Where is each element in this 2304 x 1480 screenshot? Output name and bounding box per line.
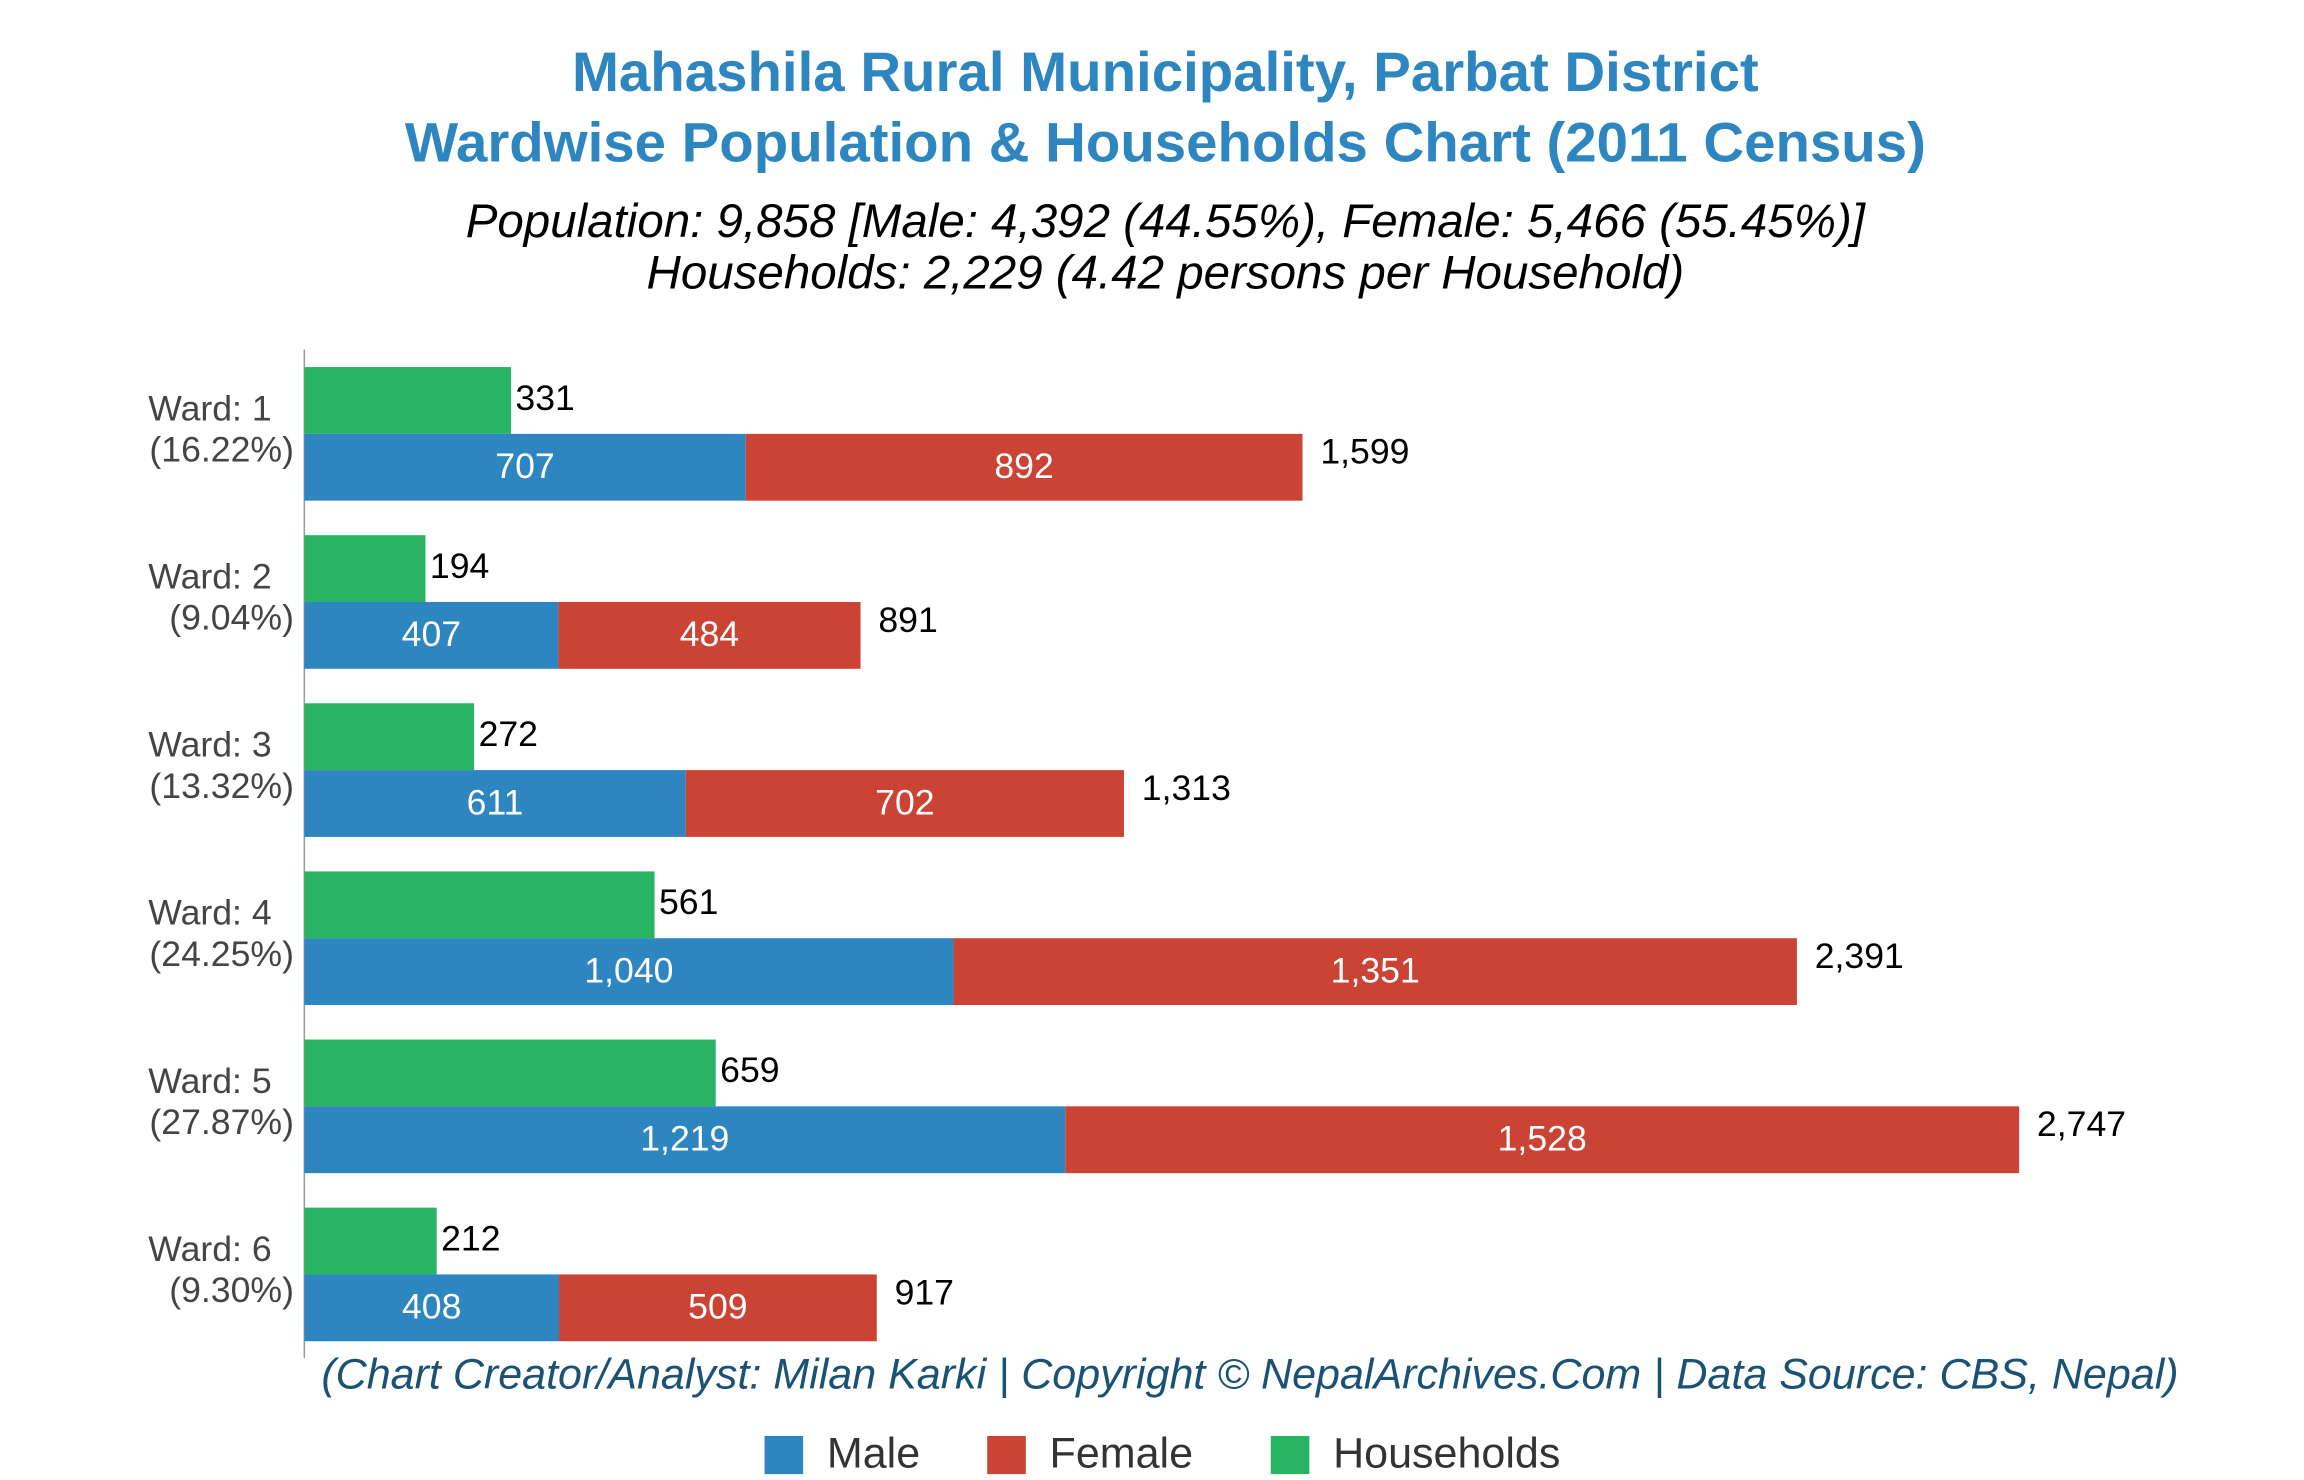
y-tick-label: Ward: 6 xyxy=(148,1229,271,1269)
bar xyxy=(745,433,1303,501)
data-label: 331 xyxy=(515,378,574,418)
total-label: 2,747 xyxy=(2037,1104,2126,1144)
data-label: 407 xyxy=(402,614,461,654)
bar xyxy=(304,1039,716,1107)
total-label: 1,313 xyxy=(1142,768,1231,808)
total-label: 917 xyxy=(895,1272,954,1312)
chart-title: Mahashila Rural Municipality, Parbat Dis… xyxy=(572,40,1759,103)
legend-swatch xyxy=(764,1435,804,1475)
bar xyxy=(685,770,1124,837)
data-label: 509 xyxy=(688,1287,747,1327)
legend-swatch xyxy=(1270,1435,1310,1475)
data-label: 659 xyxy=(720,1050,779,1090)
bar xyxy=(1065,1106,2020,1174)
y-tick-label: (24.25%) xyxy=(149,934,294,974)
chart-subtitle: Households: 2,229 (4.42 persons per Hous… xyxy=(647,247,1685,300)
total-label: 2,391 xyxy=(1815,936,1904,976)
bar xyxy=(304,938,954,1006)
data-label: 1,040 xyxy=(584,951,673,991)
bar xyxy=(304,433,746,501)
data-label: 272 xyxy=(479,714,538,754)
y-tick-label: (9.30%) xyxy=(169,1270,294,1310)
data-label: 707 xyxy=(495,446,554,486)
y-tick-label: (9.04%) xyxy=(169,598,294,638)
data-label: 1,351 xyxy=(1331,951,1420,991)
bar xyxy=(304,601,559,669)
total-label: 1,599 xyxy=(1320,432,1409,472)
data-label: 611 xyxy=(467,782,524,822)
legend-swatch xyxy=(987,1435,1026,1475)
bar xyxy=(559,1274,877,1342)
footnote: (Chart Creator/Analyst: Milan Karki | Co… xyxy=(321,1351,2178,1399)
bar xyxy=(304,367,511,434)
y-tick-label: (16.22%) xyxy=(149,430,294,470)
data-label: 561 xyxy=(659,882,718,922)
y-tick-label: Ward: 2 xyxy=(148,557,271,597)
data-label: 212 xyxy=(441,1219,500,1259)
chart-subtitle: Population: 9,858 [Male: 4,392 (44.55%),… xyxy=(466,195,1867,248)
bar xyxy=(304,1106,1066,1174)
bar xyxy=(304,1274,560,1342)
bar xyxy=(304,1207,437,1275)
total-label: 891 xyxy=(878,600,937,640)
y-tick-label: Ward: 1 xyxy=(148,389,271,429)
data-label: 194 xyxy=(430,546,489,586)
bar xyxy=(558,601,861,669)
data-label: 484 xyxy=(680,614,739,654)
y-tick-label: Ward: 4 xyxy=(148,893,271,933)
data-label: 702 xyxy=(875,782,934,822)
legend-label: Male xyxy=(827,1430,920,1478)
bar xyxy=(304,703,475,771)
bar xyxy=(953,938,1797,1006)
chart-title: Wardwise Population & Households Chart (… xyxy=(405,111,1926,174)
data-label: 1,219 xyxy=(640,1119,729,1159)
data-label: 892 xyxy=(994,446,1053,486)
data-label: 408 xyxy=(402,1287,461,1327)
y-tick-label: Ward: 5 xyxy=(148,1061,271,1101)
y-tick-label: (13.32%) xyxy=(149,766,294,806)
bar xyxy=(304,535,426,602)
data-label: 1,528 xyxy=(1498,1119,1587,1159)
y-tick-label: (27.87%) xyxy=(149,1102,294,1142)
bar xyxy=(304,871,655,939)
bar xyxy=(304,770,686,837)
legend-label: Households xyxy=(1333,1430,1560,1478)
y-tick-label: Ward: 3 xyxy=(148,725,271,765)
legend-label: Female xyxy=(1050,1430,1194,1478)
